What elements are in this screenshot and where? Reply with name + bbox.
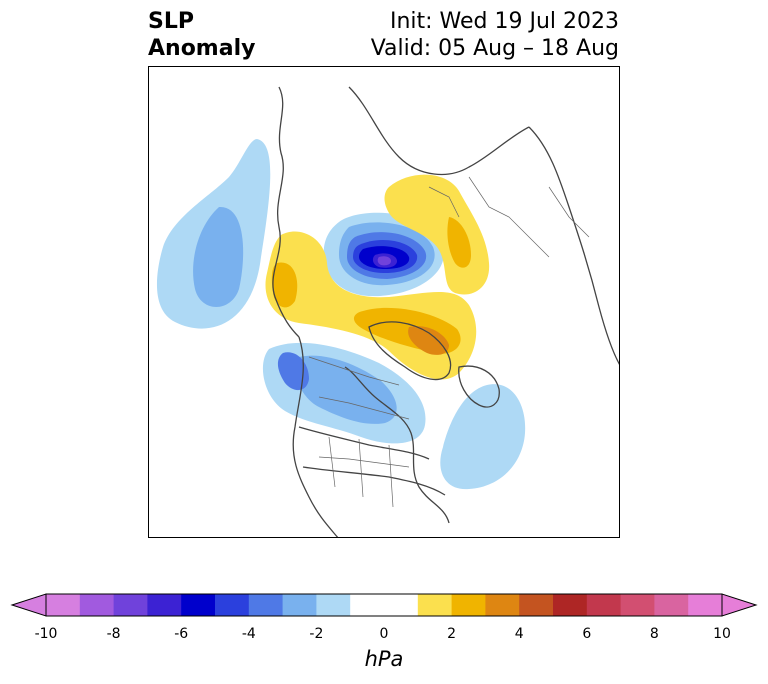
colorbar-segment <box>451 594 486 616</box>
title-line-1: SLP <box>148 9 194 34</box>
political-borders <box>308 176 590 508</box>
anomaly-north-pacific-low <box>156 139 271 329</box>
colorbar-tick-label: -6 <box>174 626 189 642</box>
colorbar-segment <box>586 594 622 616</box>
map-panel <box>148 66 620 538</box>
map-canvas <box>156 86 619 537</box>
colorbar <box>10 593 758 617</box>
colorbar-segment <box>384 594 419 616</box>
anomaly-atlantic-low <box>440 384 526 490</box>
colorbar-tick-label: 4 <box>514 626 524 642</box>
colorbar-segment <box>654 594 689 616</box>
anomaly-arctic-low <box>323 212 444 297</box>
colorbar-tick-label: 8 <box>649 626 659 642</box>
colorbar-segment <box>282 594 317 616</box>
colorbar-segment <box>688 594 723 616</box>
title-line-2: Anomaly <box>148 36 256 61</box>
colorbar-tick-label: -10 <box>34 626 58 642</box>
colorbar-segment <box>485 594 520 616</box>
colorbar-tick-label: 10 <box>713 626 731 642</box>
colorbar-segment <box>519 594 554 616</box>
colorbar-tick-label: 6 <box>582 626 592 642</box>
colorbar-segment <box>79 594 115 616</box>
colorbar-tick-label: -4 <box>241 626 256 642</box>
colorbar-extend-high <box>721 593 758 617</box>
valid-range: Valid: 05 Aug – 18 Aug <box>370 36 619 61</box>
colorbar-label: hPa <box>364 647 404 671</box>
colorbar-segment <box>417 594 453 616</box>
colorbar-segment <box>181 594 216 616</box>
anomaly-siberia-high <box>384 174 490 295</box>
colorbar-tick-label: 2 <box>447 626 457 642</box>
init-date: Init: Wed 19 Jul 2023 <box>389 9 619 34</box>
title-block-left: SLP Anomaly <box>148 8 255 62</box>
colorbar-segment <box>350 594 385 616</box>
colorbar-segment <box>46 594 81 616</box>
colorbar-extend-low <box>10 593 47 617</box>
anomaly-positive-belt <box>265 231 477 380</box>
title-block-right: Init: Wed 19 Jul 2023 Valid: 05 Aug – 18… <box>371 8 619 62</box>
colorbar-segment <box>553 594 588 616</box>
colorbar-segment <box>147 594 182 616</box>
colorbar-tick-label: 0 <box>379 626 389 642</box>
colorbar-segment <box>248 594 284 616</box>
colorbar-segment <box>620 594 655 616</box>
colorbar-segment <box>316 594 351 616</box>
colorbar-segment <box>113 594 148 616</box>
colorbar-tick-label: -8 <box>106 626 121 642</box>
colorbar-segment <box>215 594 250 616</box>
colorbar-segments <box>46 594 723 616</box>
colorbar-outline <box>45 593 723 617</box>
coastlines <box>272 86 619 537</box>
colorbar-tick-label: -2 <box>309 626 324 642</box>
